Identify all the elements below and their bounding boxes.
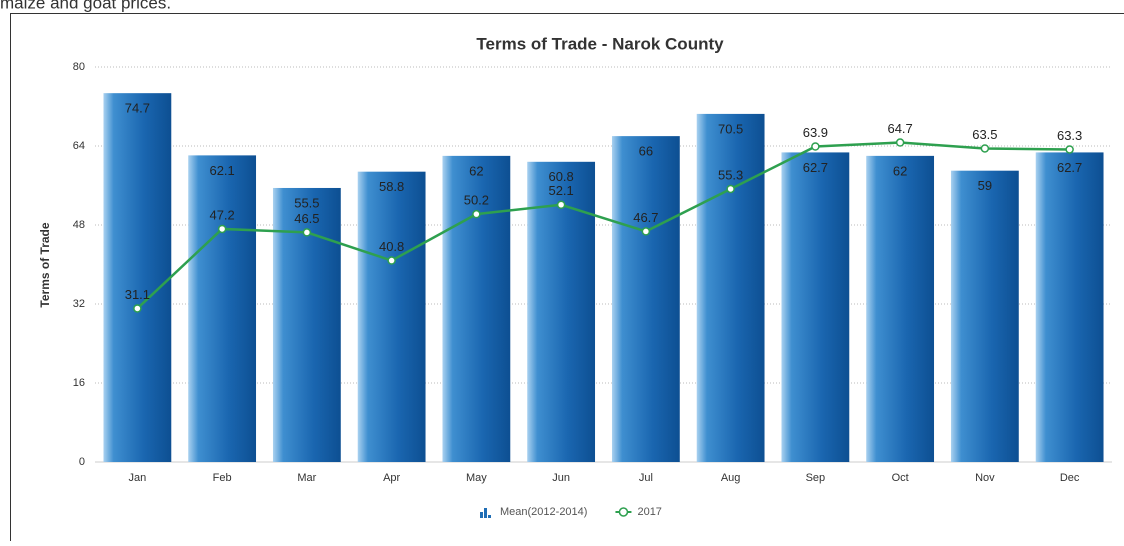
bar-value-label: 62 xyxy=(469,163,483,178)
x-tick-label: Apr xyxy=(383,472,400,484)
line-marker xyxy=(727,185,734,192)
line-value-label: 40.8 xyxy=(379,239,404,254)
bar-value-label: 70.5 xyxy=(718,121,743,136)
line-value-label: 64.7 xyxy=(887,121,912,136)
bar-value-label: 62.7 xyxy=(1057,160,1082,175)
x-tick-label: Jul xyxy=(639,472,653,484)
line-marker xyxy=(388,257,395,264)
bar-value-label: 66 xyxy=(639,144,653,159)
bar xyxy=(103,93,171,462)
x-tick-label: Mar xyxy=(297,472,316,484)
y-axis-label: Terms of Trade xyxy=(38,222,52,307)
line-value-label: 55.3 xyxy=(718,167,743,182)
legend-label: 2017 xyxy=(637,506,661,518)
bar-value-label: 58.8 xyxy=(379,179,404,194)
line-marker xyxy=(642,228,649,235)
y-tick-label: 16 xyxy=(73,377,85,389)
bar xyxy=(866,156,934,462)
x-tick-label: Jun xyxy=(552,472,570,484)
line-marker xyxy=(303,229,310,236)
bar-value-label: 55.5 xyxy=(294,195,319,210)
legend-icon xyxy=(480,512,483,518)
bar-value-label: 62.1 xyxy=(209,163,234,178)
line-value-label: 52.1 xyxy=(548,183,573,198)
bar xyxy=(358,172,426,462)
bar-value-label: 60.8 xyxy=(548,169,573,184)
y-tick-label: 64 xyxy=(73,140,85,152)
x-tick-label: Jan xyxy=(129,472,147,484)
bar xyxy=(951,171,1019,462)
x-tick-label: Sep xyxy=(806,472,826,484)
line-value-label: 46.7 xyxy=(633,210,658,225)
line-marker xyxy=(981,145,988,152)
bar xyxy=(697,114,765,462)
legend-icon xyxy=(488,515,491,518)
x-tick-label: Dec xyxy=(1060,472,1080,484)
chart-title: Terms of Trade - Narok County xyxy=(476,34,724,53)
line-marker xyxy=(134,305,141,312)
line-marker xyxy=(219,225,226,232)
line-value-label: 63.5 xyxy=(972,127,997,142)
line-value-label: 63.9 xyxy=(803,125,828,140)
x-tick-label: May xyxy=(466,472,487,484)
x-tick-label: Oct xyxy=(892,472,909,484)
line-value-label: 63.3 xyxy=(1057,128,1082,143)
line-marker xyxy=(897,139,904,146)
legend-label: Mean(2012-2014) xyxy=(500,506,587,518)
x-tick-label: Feb xyxy=(213,472,232,484)
y-tick-label: 48 xyxy=(73,219,85,231)
y-tick-label: 0 xyxy=(79,456,85,468)
line-marker xyxy=(558,201,565,208)
y-tick-label: 80 xyxy=(73,61,85,73)
line-marker xyxy=(473,211,480,218)
x-tick-label: Nov xyxy=(975,472,995,484)
bar-value-label: 59 xyxy=(978,178,992,193)
line-value-label: 31.1 xyxy=(125,287,150,302)
line-value-label: 46.5 xyxy=(294,211,319,226)
bar-value-label: 74.7 xyxy=(125,101,150,116)
bar xyxy=(612,136,680,462)
legend-icon xyxy=(619,508,627,516)
bar-value-label: 62.7 xyxy=(803,160,828,175)
line-marker xyxy=(812,143,819,150)
y-tick-label: 32 xyxy=(73,298,85,310)
bar xyxy=(781,152,849,462)
line-value-label: 47.2 xyxy=(209,207,234,222)
line-marker xyxy=(1066,146,1073,153)
x-tick-label: Aug xyxy=(721,472,741,484)
bar xyxy=(1036,152,1104,462)
page-text: maize and goat prices. xyxy=(0,0,171,12)
bar-value-label: 62 xyxy=(893,163,907,178)
line-value-label: 50.2 xyxy=(464,193,489,208)
legend-icon xyxy=(484,508,487,518)
bar xyxy=(188,155,256,462)
